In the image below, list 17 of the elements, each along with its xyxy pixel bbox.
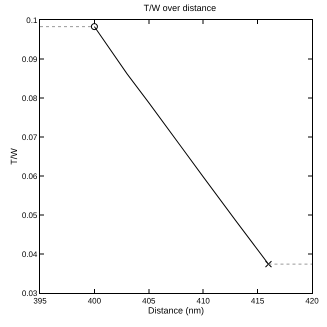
x-tick-label: 395	[33, 296, 48, 306]
x-tick-label: 400	[88, 296, 102, 306]
x-tick-label: 405	[142, 296, 156, 306]
chart-title: T/W over distance	[144, 3, 216, 14]
x-tick-label: 410	[196, 296, 210, 306]
y-tick-label: 0.03	[22, 288, 38, 298]
y-tick-label: 0.09	[22, 54, 38, 64]
x-axis-title: Distance (nm)	[148, 306, 204, 316]
x-tick-label: 420	[305, 296, 320, 306]
y-tick-label: 0.06	[22, 172, 38, 181]
y-axis-title: T/W	[9, 148, 20, 165]
y-tick-label: 0.05	[22, 210, 38, 220]
x-tick-label: 415	[250, 296, 265, 306]
y-tick-label: 0.07	[22, 132, 38, 142]
y-tick-label: 0.08	[22, 94, 38, 103]
y-tick-label: 0.04	[22, 250, 38, 259]
y-tick-label: 0.1	[26, 16, 38, 25]
